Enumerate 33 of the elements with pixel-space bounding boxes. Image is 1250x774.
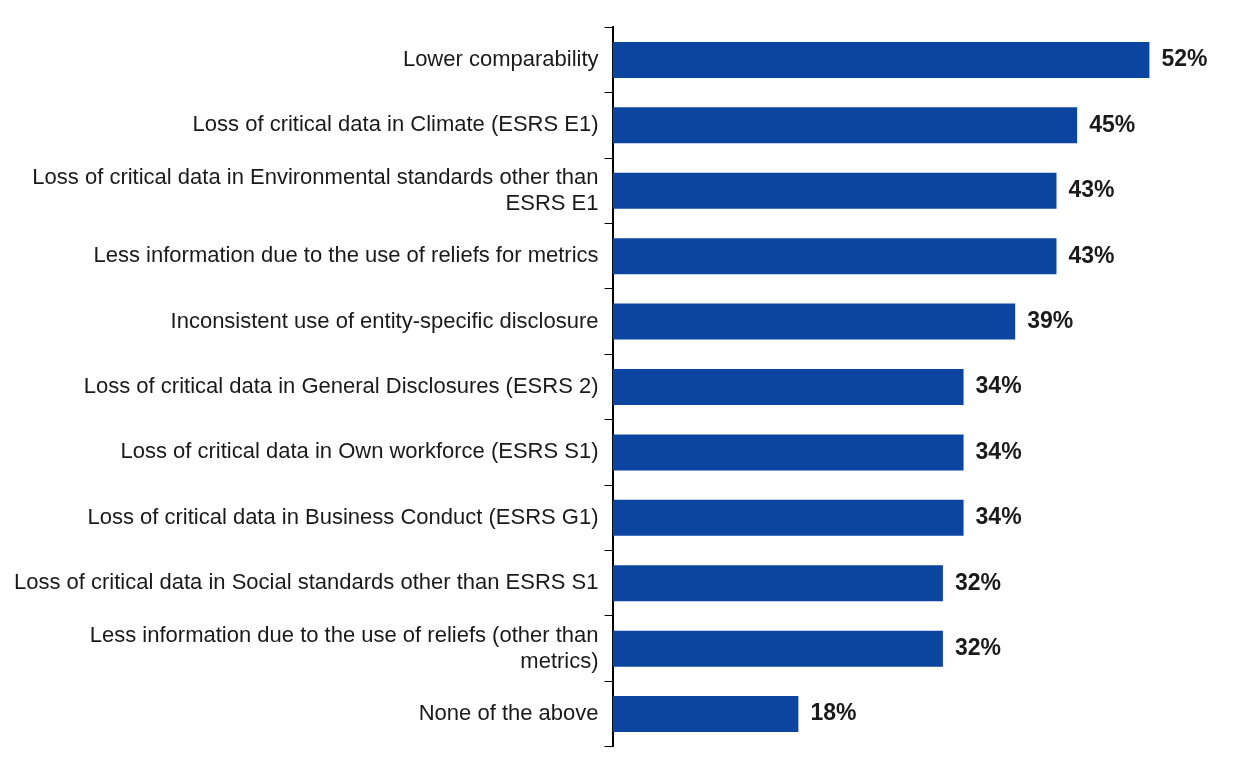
- data-label: 34%: [975, 503, 1022, 530]
- bar: [612, 630, 943, 667]
- y-tick-label: Lower comparability: [402, 45, 599, 71]
- data-label: 43%: [1068, 241, 1115, 268]
- y-tick-label: Loss of critical data in Social standards other than ESRS S1: [13, 569, 599, 595]
- data-label: 39%: [1027, 306, 1074, 333]
- data-label: 45%: [1089, 110, 1136, 137]
- bar: [612, 303, 1016, 340]
- bar: [612, 107, 1078, 144]
- data-label: 52%: [1161, 45, 1208, 72]
- y-tick-label: None of the above: [418, 700, 599, 726]
- bar: [612, 172, 1057, 209]
- bar: [612, 696, 799, 733]
- y-tick-label: Less information due to the use of reliefs (other than metrics): [89, 621, 599, 673]
- data-label: 34%: [975, 372, 1022, 399]
- y-tick-label: Inconsistent use of entity-specific disclosure: [170, 307, 599, 333]
- y-tick-label: Loss of critical data in Environmental standards other than ESRS E1: [32, 163, 599, 216]
- data-label: 34%: [975, 437, 1022, 464]
- data-label: 32%: [954, 568, 1001, 595]
- y-tick-label: Loss of critical data in General Disclosures (ESRS 2): [83, 373, 599, 399]
- y-tick-label: Loss of critical data in Own workforce (ESRS S1): [120, 438, 599, 464]
- bar: [612, 565, 943, 602]
- bar: [612, 434, 964, 471]
- y-tick-label: Loss of critical data in Business Conduct (ESRS G1): [87, 503, 599, 529]
- bar: [612, 369, 964, 405]
- bar: [612, 238, 1057, 275]
- bar: [612, 41, 1150, 78]
- data-label: 18%: [810, 699, 857, 726]
- y-tick-label: Loss of critical data in Climate (ESRS E1): [192, 111, 599, 137]
- data-label: 32%: [954, 634, 1001, 661]
- y-tick-label: Less information due to the use of reliefs for metrics: [93, 242, 599, 268]
- bar: [612, 499, 964, 536]
- data-label: 43%: [1068, 176, 1115, 203]
